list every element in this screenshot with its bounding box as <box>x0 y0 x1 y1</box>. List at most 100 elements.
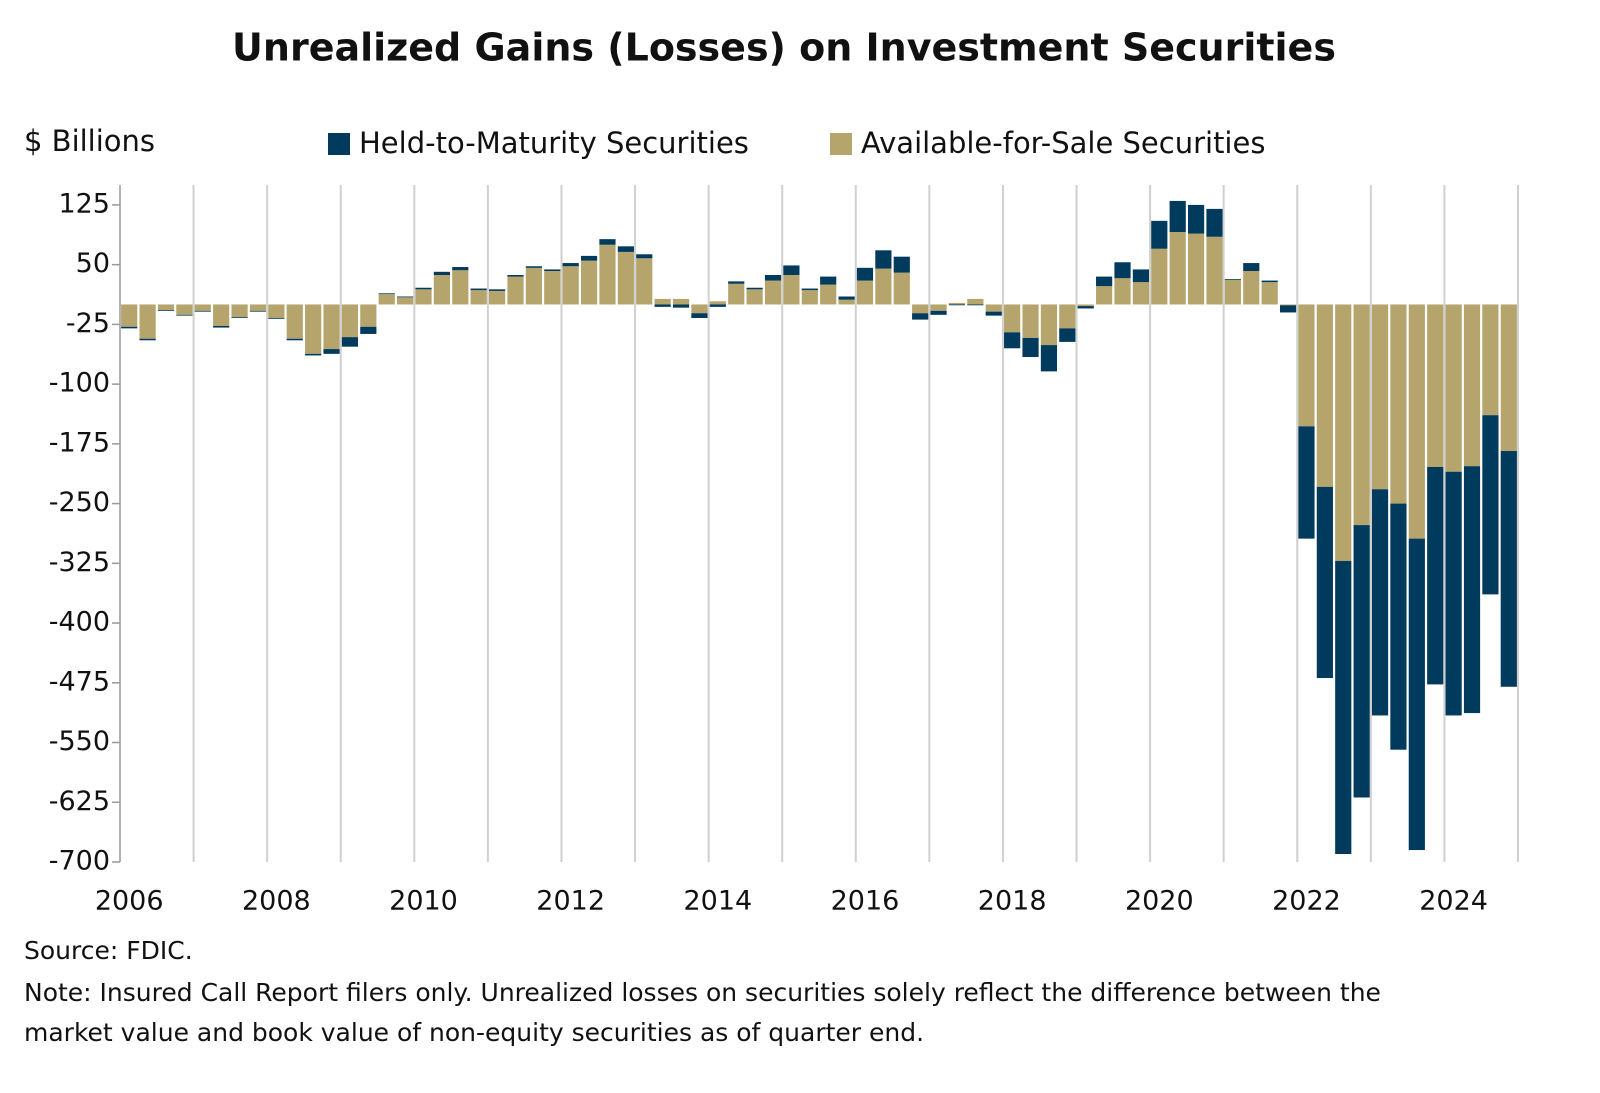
bar-segment <box>1500 451 1517 687</box>
bar-segment <box>856 280 874 305</box>
bar-segment <box>397 296 414 298</box>
bar-segment <box>268 304 285 319</box>
source: Source: FDIC. <box>24 936 193 965</box>
bar-segment <box>930 310 947 315</box>
bar-segment <box>948 302 966 305</box>
bar-segment <box>1243 263 1260 272</box>
bar-segment <box>525 266 542 268</box>
bar-segment <box>1463 466 1481 714</box>
bar-segment <box>1224 279 1241 305</box>
bar-segment <box>360 326 377 334</box>
x-tick-label: 2010 <box>389 886 458 917</box>
bar-segment <box>1261 282 1278 305</box>
bar-segment <box>728 283 745 305</box>
y-tick-label: -325 <box>49 547 110 578</box>
bar-segment <box>305 304 322 354</box>
bar-segment <box>360 304 377 327</box>
bar-segment <box>1316 486 1333 679</box>
bar-segment <box>139 304 156 339</box>
bar-segment <box>378 293 395 295</box>
bar-segment <box>433 271 451 276</box>
bar-segment <box>1353 525 1370 798</box>
y-tick-label: -100 <box>49 368 110 399</box>
bar-segment <box>415 289 432 305</box>
bar-segment <box>213 304 230 326</box>
note: Note: Insured Call Report filers only. U… <box>24 978 1381 1007</box>
bar-segment <box>838 296 855 300</box>
bar-segment <box>176 314 193 316</box>
legend-swatch <box>328 133 350 155</box>
y-tick-label: 125 <box>58 188 110 219</box>
bar-segment <box>1371 304 1389 490</box>
x-tick-label: 2018 <box>978 886 1047 917</box>
bar-segment <box>1040 304 1058 346</box>
bar-segment <box>249 304 267 311</box>
bar-segment <box>452 267 469 271</box>
y-tick-label: -625 <box>49 786 110 817</box>
bar-segment <box>967 298 984 305</box>
bar-segment <box>801 288 818 291</box>
bar-segment <box>1077 306 1094 309</box>
bar-segment <box>1169 231 1186 305</box>
bar-segment <box>728 281 745 284</box>
note: market value and book value of non-equit… <box>24 1018 924 1047</box>
bar-segment <box>1132 269 1150 283</box>
x-tick-label: 2020 <box>1125 886 1194 917</box>
bar-segment <box>691 304 708 314</box>
bar-segment <box>1445 471 1462 716</box>
bar-segment <box>1316 304 1333 487</box>
bar-segment <box>654 298 671 305</box>
chart-title: Unrealized Gains (Losses) on Investment … <box>232 26 1336 70</box>
bar-segment <box>1279 304 1297 306</box>
bar-segment <box>231 304 248 318</box>
bar-segment <box>1371 489 1389 716</box>
y-tick-label: -25 <box>66 308 110 339</box>
bar-segment <box>139 338 156 341</box>
bar-segment <box>341 337 359 347</box>
bar-segment <box>1114 278 1131 305</box>
bar-segment <box>1004 304 1021 333</box>
bar-segment <box>1187 233 1205 305</box>
bar-segment <box>617 246 634 252</box>
bar-segment <box>1022 304 1039 338</box>
bar-segment <box>1169 200 1186 232</box>
bar-segment <box>231 317 248 319</box>
bar-segment <box>1335 304 1352 561</box>
bar-segment <box>672 304 690 308</box>
bar-segment <box>562 266 579 305</box>
bar-segment <box>1279 305 1297 313</box>
bar-segment <box>415 287 432 290</box>
bar-segment <box>121 326 138 329</box>
bar-segment <box>985 304 1002 312</box>
legend-swatch <box>830 133 852 155</box>
bar-segment <box>672 298 690 305</box>
bar-segment <box>654 304 671 307</box>
bar-segment <box>1096 286 1113 305</box>
bar-segment <box>875 250 892 269</box>
bar-segment <box>1151 248 1168 305</box>
bar-segment <box>1206 236 1223 305</box>
bar-segment <box>856 267 874 281</box>
bar-segment <box>1114 262 1131 279</box>
bar-segment <box>1335 560 1352 855</box>
x-tick-label: 2016 <box>831 886 900 917</box>
bar-segment <box>599 239 616 245</box>
bar-segment <box>544 269 561 272</box>
bar-segment <box>1261 280 1278 283</box>
bar-segment <box>194 310 211 312</box>
bar-segment <box>194 304 211 311</box>
bar-segment <box>286 304 303 339</box>
bar-segment <box>121 304 138 327</box>
bar-segment <box>507 275 524 277</box>
legend-text: Held-to-Maturity Securities <box>359 126 749 160</box>
bar-segment <box>875 268 892 305</box>
bar-segment <box>893 256 910 273</box>
y-tick-label: -400 <box>49 607 110 638</box>
bar-segment <box>764 280 782 305</box>
bar-segment <box>213 325 230 328</box>
bar-segment <box>1427 304 1444 467</box>
bar-segment <box>305 353 322 356</box>
bar-segment <box>157 310 175 311</box>
bar-segment <box>746 287 763 290</box>
